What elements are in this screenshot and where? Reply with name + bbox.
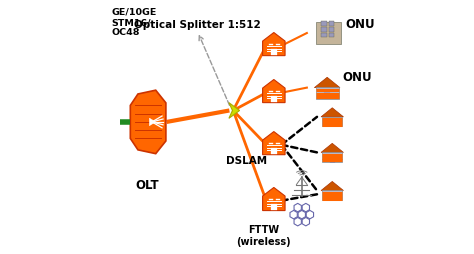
FancyBboxPatch shape: [321, 33, 327, 38]
FancyBboxPatch shape: [329, 21, 334, 26]
FancyBboxPatch shape: [329, 33, 334, 38]
FancyBboxPatch shape: [271, 96, 277, 102]
FancyBboxPatch shape: [330, 195, 335, 200]
Polygon shape: [321, 181, 344, 190]
Polygon shape: [314, 77, 340, 88]
FancyBboxPatch shape: [322, 117, 342, 126]
Text: Optical Splitter 1:512: Optical Splitter 1:512: [134, 20, 261, 30]
FancyBboxPatch shape: [321, 21, 327, 26]
Text: FTTW
(wireless): FTTW (wireless): [237, 225, 291, 247]
FancyBboxPatch shape: [322, 190, 342, 200]
FancyBboxPatch shape: [271, 49, 277, 55]
Polygon shape: [321, 143, 344, 152]
Text: DSLAM: DSLAM: [226, 156, 267, 166]
Polygon shape: [321, 108, 344, 117]
Polygon shape: [263, 187, 285, 211]
FancyBboxPatch shape: [330, 121, 335, 126]
FancyBboxPatch shape: [316, 87, 339, 99]
FancyBboxPatch shape: [330, 157, 335, 162]
Polygon shape: [263, 80, 285, 103]
Text: OLT: OLT: [135, 179, 159, 192]
Text: GE/10GE
STM16/
OC48: GE/10GE STM16/ OC48: [111, 8, 156, 37]
FancyBboxPatch shape: [325, 93, 330, 98]
Polygon shape: [130, 90, 166, 154]
FancyBboxPatch shape: [271, 148, 277, 154]
Polygon shape: [263, 132, 285, 155]
FancyBboxPatch shape: [316, 22, 341, 44]
FancyBboxPatch shape: [322, 152, 342, 162]
Polygon shape: [149, 118, 156, 126]
Text: ONU: ONU: [342, 71, 372, 84]
Polygon shape: [229, 103, 239, 118]
FancyBboxPatch shape: [321, 27, 327, 32]
Text: ONU: ONU: [345, 18, 374, 31]
FancyBboxPatch shape: [329, 27, 334, 32]
FancyBboxPatch shape: [271, 203, 277, 210]
Polygon shape: [263, 33, 285, 56]
